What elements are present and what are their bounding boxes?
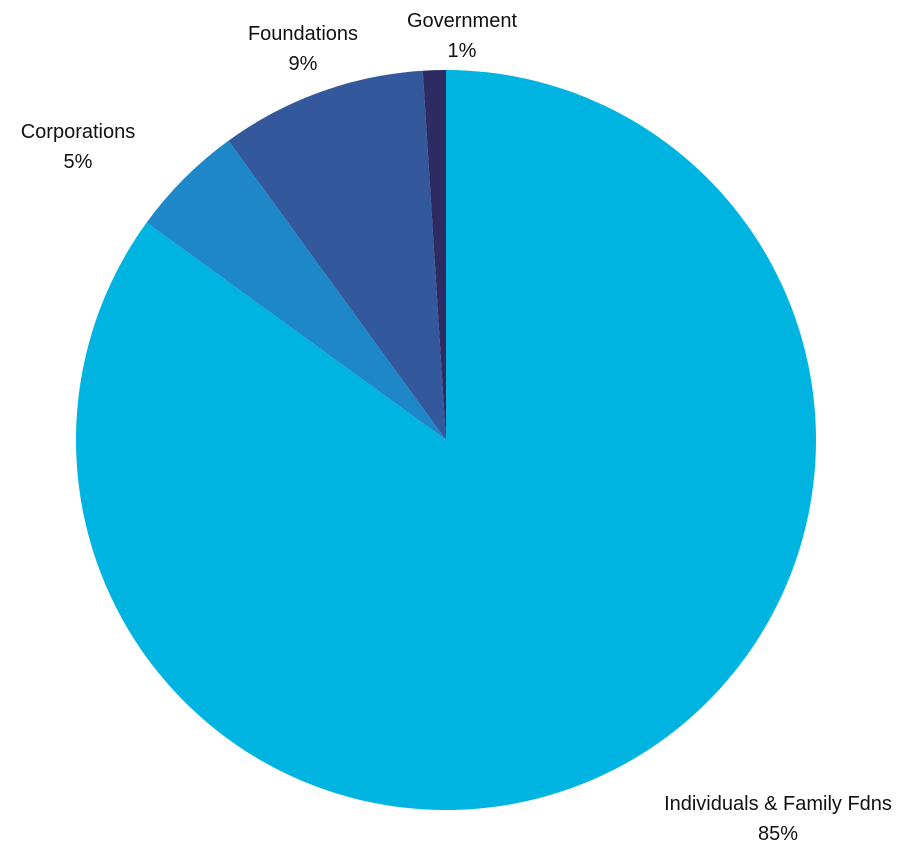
slice-percent-label: 5% [64, 151, 93, 173]
pie-slices [75, 70, 816, 810]
slice-label: Government [407, 10, 517, 32]
slice-percent-label: 1% [448, 40, 477, 62]
slice-percent-label: 85% [758, 823, 798, 845]
slice-label: Foundations [248, 23, 358, 45]
pie-slice-individuals-family-fdns [75, 70, 816, 810]
pie-labels: Individuals & Family Fdns 85% Corporations… [21, 10, 892, 845]
slice-percent-label: 9% [289, 53, 318, 75]
slice-label: Individuals & Family Fdns [664, 793, 892, 815]
pie-slice-corporations [146, 140, 446, 440]
pie-slice-government [422, 70, 446, 440]
pie-slice-foundations [228, 70, 446, 440]
slice-label: Corporations [21, 121, 136, 143]
